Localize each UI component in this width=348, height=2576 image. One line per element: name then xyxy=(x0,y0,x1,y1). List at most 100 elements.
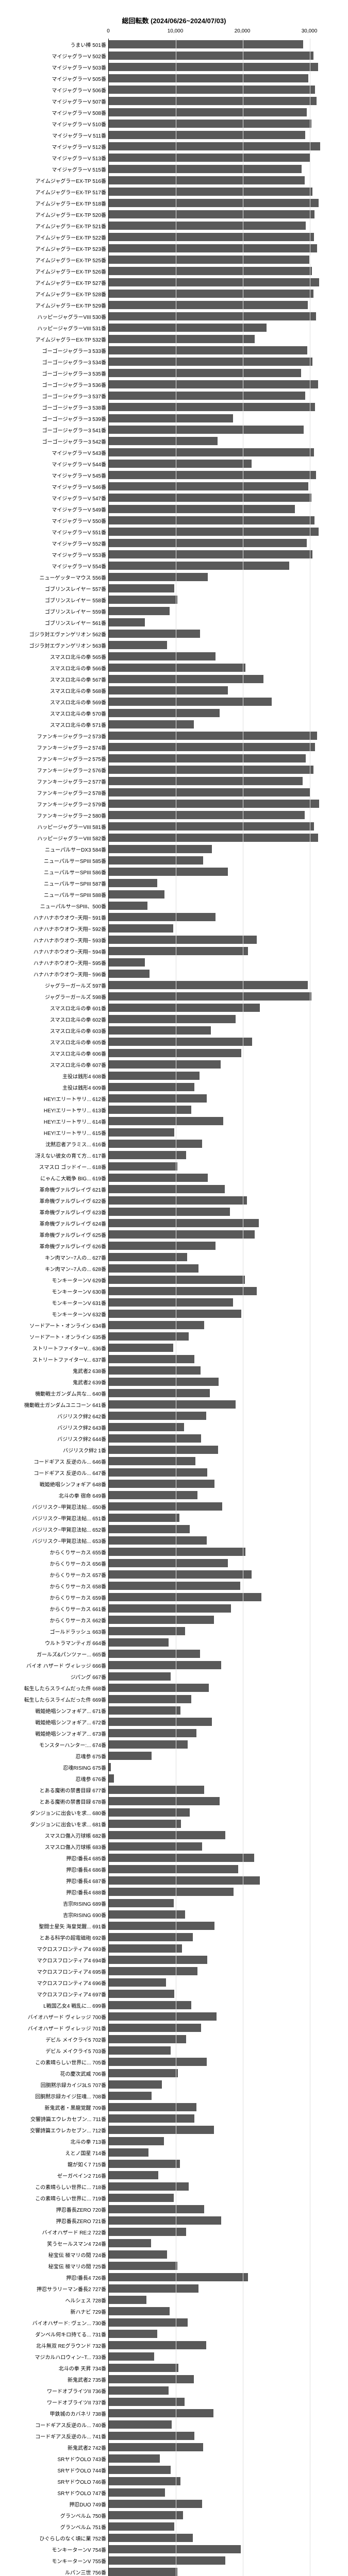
bar-label: バジリスク絆2 644番 xyxy=(8,1435,109,1443)
bar xyxy=(109,1174,208,1182)
bar-label: モンキーターンV 629番 xyxy=(8,1276,109,1284)
bar xyxy=(109,1117,223,1125)
bar-row: HEY!エリートサリ... 613番 xyxy=(109,1104,343,1115)
bar-label: ファンキージャグラー2 574番 xyxy=(8,743,109,751)
bar-label: バジリスク絆2 1番 xyxy=(8,1446,109,1454)
bar xyxy=(109,437,218,445)
bar xyxy=(109,981,308,989)
bar xyxy=(109,2205,204,2213)
bar-label: マイジャグラーV 503番 xyxy=(8,63,109,71)
bar xyxy=(109,1661,221,1669)
bar-label: 新鬼武者2 742番 xyxy=(8,2444,109,2451)
bar xyxy=(109,1548,245,1556)
bar xyxy=(109,2522,174,2531)
bar xyxy=(109,426,304,434)
bar-label: からくりサーカス 659番 xyxy=(8,1594,109,1601)
bar-row: 忍魂参 675番 xyxy=(109,1750,343,1761)
bar-row: マイジャグラーV 550番 xyxy=(109,515,343,526)
bar-label: スマスロ北斗の拳 571番 xyxy=(8,721,109,728)
bar-row: マイジャグラーV 546番 xyxy=(109,481,343,492)
bar-row: ゴブリンスレイヤー 559番 xyxy=(109,605,343,617)
bar-label: スマスロ北斗の拳 602番 xyxy=(8,1015,109,1023)
bar-row: バイオ ハザード ヴィレッジ 666番 xyxy=(109,1659,343,1671)
bar-row: ゼーガペイン2 716番 xyxy=(109,2170,343,2181)
bar-row: ガールズ&パンツァー... 665番 xyxy=(109,1648,343,1659)
bar-row: ファンキージャグラー2 575番 xyxy=(109,753,343,764)
bar-label: スマスロ北斗の拳 607番 xyxy=(8,1061,109,1069)
bar-row: スマスロ北斗の拳 602番 xyxy=(109,1013,343,1025)
bar xyxy=(109,290,313,298)
bar-row: マクロスフロンティア4 697番 xyxy=(109,1988,343,1999)
bar-row: マイジャグラーV 511番 xyxy=(109,129,343,141)
bar-row: ハナハナホウオウ~天翔~ 592番 xyxy=(109,923,343,934)
bar-label: ファンキージャグラー2 576番 xyxy=(8,766,109,774)
bar-row: アイムジャグラーEX-TP 523番 xyxy=(109,243,343,254)
bar-label: モンキーターンV 632番 xyxy=(8,1310,109,1318)
bar-row: 秘宝伝 極マリの間 724番 xyxy=(109,2249,343,2260)
bar-label: 革命機ヴァルヴレイヴ 623番 xyxy=(8,1208,109,1216)
bar-row: 機動戦士ガンダム共な... 640番 xyxy=(109,1387,343,1399)
bar-label: マイジャグラーV 515番 xyxy=(8,165,109,173)
bar-row: とある魔術の禁書目録 678番 xyxy=(109,1795,343,1807)
bar-label: バジリスク~甲賀忍法帖... 650番 xyxy=(8,1503,109,1511)
bar-row: デビル メイクライ5 702番 xyxy=(109,2033,343,2045)
bar-label: SRヤドウOLO 743番 xyxy=(8,2455,109,2463)
bar-row: ゴブリンスレイヤー 557番 xyxy=(109,583,343,594)
bar xyxy=(109,2375,194,2383)
bar-row: キン肉マン~7人の... 628番 xyxy=(109,1263,343,1274)
bar-label: ファンキージャグラー2 573番 xyxy=(8,732,109,740)
bar-row: ニューパルサーSPIII 588番 xyxy=(109,889,343,900)
bar xyxy=(109,1718,212,1726)
bar-label: 押忍!番長4 686番 xyxy=(8,1866,109,1873)
bar-label: ゴールドラッシュ 663番 xyxy=(8,1628,109,1635)
bar xyxy=(109,675,263,683)
bar-row: 押忍番長ZERO 720番 xyxy=(109,2204,343,2215)
bar-row: 戦姫絶唱シンフォギア... 672番 xyxy=(109,1716,343,1727)
bar-row: キン肉マン~7人の... 627番 xyxy=(109,1251,343,1263)
chart-title: 総回転数 (2024/06/26~2024/07/03) xyxy=(5,15,343,25)
bar-row: 鬼武者2 639番 xyxy=(109,1376,343,1387)
bar-row: 革命機ヴァルヴレイヴ 624番 xyxy=(109,1217,343,1229)
bar xyxy=(109,856,203,865)
bar-row: 龍が如く7 715番 xyxy=(109,2158,343,2170)
bar-label: グランベルム 751番 xyxy=(8,2523,109,2531)
bar-row: ゴジラ対エヴァンゲリオン 562番 xyxy=(109,628,343,639)
bar-row: スマスロ北斗の拳 567番 xyxy=(109,673,343,685)
bar-label: マイジャグラーV 553番 xyxy=(8,551,109,558)
bar-row: バイオハザード: ヴェン... 730番 xyxy=(109,2317,343,2328)
bar-label: ダンジョンに出会いを求... 681番 xyxy=(8,1820,109,1828)
bar-row: ニューパルサーSPIII、500番 xyxy=(109,900,343,911)
bar-label: モンキーターンV 754番 xyxy=(8,2546,109,2553)
bar xyxy=(109,1412,206,1420)
bar-label: ガールズ&パンツァー... 665番 xyxy=(8,1650,109,1658)
bar-label: ワードオブライツII 737番 xyxy=(8,2398,109,2406)
bar-label: HEY!エリートサリ... 613番 xyxy=(8,1106,109,1114)
bar xyxy=(109,380,318,388)
bar-label: ハナハナホウオウ~天翔~ 591番 xyxy=(8,913,109,921)
bar xyxy=(109,879,157,887)
bar-label: マイジャグラーV 551番 xyxy=(8,528,109,536)
bar-row: スマスロ北斗の拳 605番 xyxy=(109,1036,343,1047)
bar xyxy=(109,562,289,570)
bar-label: バイオ ハザード ヴィレッジ 666番 xyxy=(8,1662,109,1669)
bar-row: 転生したらスライムだった件 669番 xyxy=(109,1693,343,1705)
bar-label: ストリートファイターV... 636番 xyxy=(8,1344,109,1352)
x-tick-label: 30,000 xyxy=(302,28,318,34)
bar-label: マイジャグラーV 547番 xyxy=(8,494,109,502)
bar xyxy=(109,2182,189,2191)
bar xyxy=(109,1457,195,1465)
bar-label: マイジャグラーV 507番 xyxy=(8,97,109,105)
bar-row: ハナハナホウオウ~天翔~ 596番 xyxy=(109,968,343,979)
bar-row: 革命機ヴァルヴレイヴ 621番 xyxy=(109,1183,343,1195)
bar-label: この素晴らしい世界に... 719番 xyxy=(8,2194,109,2202)
bar xyxy=(109,210,314,218)
bar-label: スマスロ北斗の拳 605番 xyxy=(8,1038,109,1046)
bar xyxy=(109,199,319,207)
bar-row: ソードアート・オンライン 634番 xyxy=(109,1319,343,1331)
bar-label: ニューパルサーSPIII 587番 xyxy=(8,879,109,887)
bar xyxy=(109,1990,174,1998)
bar-row: 押忍!番長4 685番 xyxy=(109,1852,343,1863)
bar-label: アイムジャグラーEX-TP 529番 xyxy=(8,301,109,309)
bar-row: えとノ国星 714番 xyxy=(109,2147,343,2158)
bar-label: モンキーターンV 755番 xyxy=(8,2557,109,2565)
